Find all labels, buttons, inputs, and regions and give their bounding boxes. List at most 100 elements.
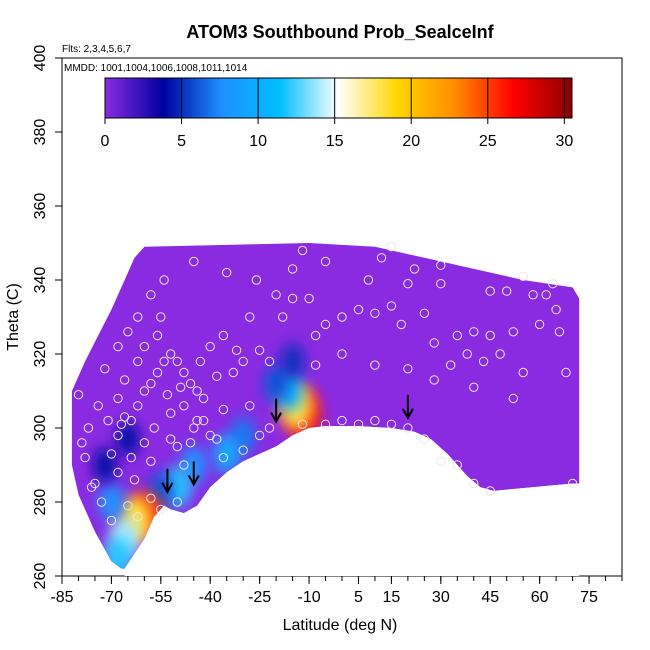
observation-point <box>264 356 275 367</box>
y-tick-label: 300 <box>32 415 49 442</box>
observation-point <box>436 260 446 270</box>
observation-point <box>287 293 298 304</box>
observation-point <box>320 319 331 330</box>
observation-point <box>73 390 84 400</box>
colorbar-tick-label: 30 <box>555 133 573 150</box>
observation-point <box>126 415 136 426</box>
observation-point <box>179 367 189 378</box>
observation-point <box>146 493 156 503</box>
x-tick-label: 60 <box>531 589 549 606</box>
observation-point <box>222 267 232 278</box>
y-tick-label: 360 <box>32 193 49 220</box>
observation-point <box>518 367 528 378</box>
observation-point <box>469 382 479 392</box>
observation-point <box>212 371 222 381</box>
colorbar-tick-label: 5 <box>177 133 186 150</box>
observation-point <box>485 286 495 296</box>
observation-point <box>192 415 202 426</box>
observation-point <box>231 345 242 355</box>
observation-point <box>156 504 166 515</box>
observation-point <box>218 330 229 341</box>
observation-point <box>238 356 248 367</box>
observation-point <box>156 312 166 322</box>
terrain-mask <box>124 426 580 576</box>
observation-point <box>304 293 314 304</box>
observation-point <box>469 327 479 337</box>
observation-point <box>462 349 472 359</box>
observation-point <box>185 378 196 389</box>
colorbar-tick-label: 20 <box>402 133 420 150</box>
observation-point <box>139 386 150 396</box>
x-tick-label: 30 <box>432 589 450 606</box>
field-patch <box>264 365 289 402</box>
observation-point <box>429 338 439 348</box>
observation-point <box>436 279 446 289</box>
observation-point <box>195 356 206 367</box>
observation-point <box>139 341 150 352</box>
observation-point <box>245 312 255 322</box>
down-arrow <box>402 394 414 420</box>
observation-point <box>548 279 558 289</box>
observation-point <box>409 264 420 274</box>
observation-point <box>337 312 347 322</box>
observation-point <box>403 423 413 433</box>
y-axis: 260 280 300 320 340 360 380 400 <box>32 45 62 589</box>
field-patch <box>116 421 140 457</box>
observation-point <box>508 393 518 404</box>
observation-point <box>77 438 87 448</box>
x-tick-label: 45 <box>481 589 499 606</box>
observation-point <box>320 419 331 429</box>
observation-point <box>172 497 183 507</box>
x-tick-label: 75 <box>580 589 598 606</box>
y-tick-label: 320 <box>32 341 49 368</box>
observation-point <box>172 441 183 452</box>
observation-point <box>129 475 140 485</box>
observation-point <box>386 301 397 311</box>
down-arrow <box>270 398 282 424</box>
observation-point <box>166 434 176 444</box>
observation-point <box>541 290 551 300</box>
observation-point <box>528 290 538 300</box>
observation-point <box>218 452 229 463</box>
observation-point <box>278 312 288 322</box>
observation-point <box>139 438 150 448</box>
observation-point <box>133 401 143 411</box>
observation-point <box>159 356 169 367</box>
observation-point <box>205 341 215 352</box>
observation-point <box>310 360 321 370</box>
observation-point <box>353 419 364 429</box>
y-tick-label: 380 <box>32 119 49 146</box>
observation-point <box>429 375 439 385</box>
observation-point <box>370 415 380 426</box>
observation-point <box>179 401 189 411</box>
observation-point <box>419 434 430 444</box>
observation-point <box>100 364 110 374</box>
field-layer <box>71 242 580 576</box>
observation-point <box>502 286 512 296</box>
observation-point <box>113 430 123 441</box>
observation-point <box>436 456 446 466</box>
x-tick-label: -25 <box>248 589 271 606</box>
colorbar-tick-label: 25 <box>479 133 497 150</box>
x-tick-label: 15 <box>383 589 401 606</box>
observation-point <box>189 256 199 267</box>
down-arrow <box>187 461 200 487</box>
observation-point <box>554 327 565 337</box>
observation-point <box>376 253 387 263</box>
observation-point <box>106 449 117 459</box>
observation-point <box>93 401 103 411</box>
observation-point <box>80 452 90 463</box>
down-arrow <box>161 468 174 494</box>
observation-point <box>297 419 308 429</box>
observation-point <box>337 415 347 426</box>
chart-title: ATOM3 Southbound Prob_SealceInf <box>186 22 494 42</box>
observation-point <box>113 341 123 352</box>
colorbar-ticks: 0 5 10 15 20 25 30 <box>101 78 573 150</box>
observation-point <box>518 271 528 281</box>
observation-point <box>495 349 505 359</box>
colorbar-tick-label: 15 <box>326 133 344 150</box>
observation-point <box>152 367 163 378</box>
observation-point <box>396 319 406 330</box>
observation-point <box>146 290 156 300</box>
